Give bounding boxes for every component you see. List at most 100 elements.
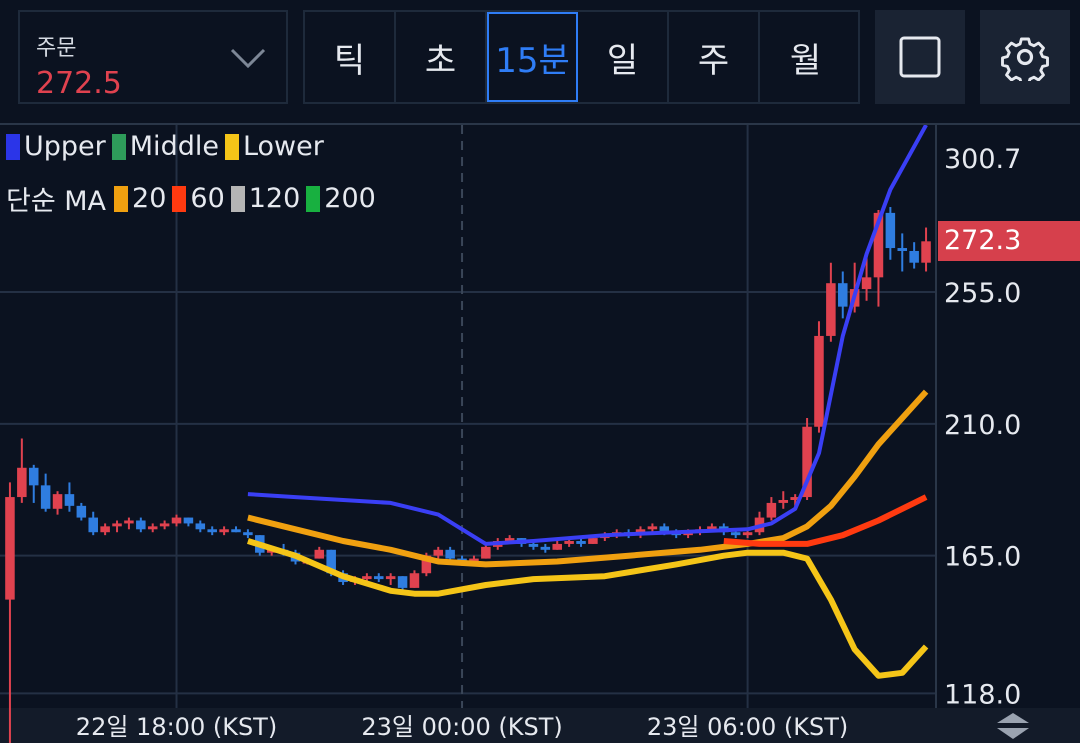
top-toolbar: 주문 272.5 틱 초 15분 일 주 월	[0, 0, 1080, 120]
y-tick-label: 165.0	[944, 542, 1021, 573]
legend-swatch	[224, 133, 239, 160]
legend-label: Middle	[129, 131, 219, 162]
order-price: 272.5	[36, 66, 122, 101]
candle-body	[219, 529, 229, 533]
y-tick-label: 300.7	[944, 144, 1021, 175]
candle-body	[64, 494, 75, 506]
candle-body	[112, 523, 122, 527]
candle-body	[588, 538, 598, 544]
candle-body	[766, 502, 777, 518]
candle-body	[826, 283, 836, 336]
legend-item-middle: Middle	[111, 131, 219, 162]
candle-body	[397, 576, 408, 588]
candle-body	[730, 532, 741, 536]
line-series-lower	[247, 538, 929, 679]
tab-timeframe-1[interactable]: 초	[396, 12, 487, 102]
candle-body	[159, 523, 170, 527]
candle-body	[576, 541, 586, 544]
candle-body	[445, 549, 455, 559]
moving-average-legend: 단순 MA 20 60 120 200	[6, 179, 382, 218]
chevron-down-icon	[230, 48, 266, 69]
candle-body	[814, 335, 824, 427]
legend-item-ma-120: 120	[230, 183, 301, 214]
candle-body	[921, 241, 931, 263]
legend-label: 120	[248, 183, 301, 214]
settings-button[interactable]	[980, 10, 1070, 104]
candle-body	[897, 248, 908, 251]
candle-body	[207, 529, 217, 533]
candle-body	[873, 212, 884, 278]
candle-body	[52, 494, 63, 509]
candle-body	[385, 576, 396, 580]
time-axis: 22일 18:00 (KST) 23일 00:00 (KST) 23일 06:00 …	[76, 713, 848, 741]
legend-item-ma-20: 20	[114, 183, 166, 214]
order-type-dropdown[interactable]: 주문 272.5	[18, 10, 288, 104]
fullscreen-button[interactable]	[875, 10, 965, 104]
candle-body	[314, 549, 325, 559]
candle-body	[838, 283, 848, 307]
legend-item-ma-60: 60	[172, 183, 225, 214]
legend-swatch	[306, 185, 321, 212]
legend-swatch	[172, 185, 187, 212]
candle-body	[171, 517, 182, 524]
candle-body	[421, 555, 432, 574]
candle-body	[469, 558, 479, 562]
candle-body	[195, 523, 206, 530]
candle-body	[88, 517, 98, 533]
candle-body	[802, 426, 812, 498]
legend-item-lower: Lower	[224, 131, 324, 162]
candle-body	[481, 546, 491, 559]
candle-body	[540, 546, 551, 550]
line-series-upper	[247, 125, 928, 546]
candle-body	[790, 497, 800, 500]
gear-icon	[1001, 37, 1049, 81]
candle-body	[183, 517, 194, 524]
indicator-lines	[247, 125, 929, 679]
legend-item-upper: Upper	[6, 131, 106, 162]
timeframe-tabs: 틱 초 15분 일 주 월	[303, 10, 860, 104]
tab-timeframe-4[interactable]: 주	[669, 12, 760, 102]
candle-body	[433, 549, 444, 556]
legend-swatch	[6, 133, 20, 160]
candle-body	[707, 526, 717, 530]
price-chart[interactable]: 300.7 255.0 210.0 165.0 118.0 22일 18:00 (KST…	[0, 125, 1080, 743]
legend-label: Upper	[24, 131, 106, 162]
y-tick-label: 118.0	[944, 679, 1021, 710]
bollinger-legend: Upper Middle Lower	[6, 131, 330, 162]
legend-label: 200	[324, 183, 376, 214]
legend-label: 20	[132, 183, 167, 214]
candle-body	[243, 532, 253, 536]
x-tick-label: 23일 06:00 (KST)	[647, 713, 848, 741]
legend-label: 60	[190, 183, 225, 214]
tab-timeframe-5[interactable]: 월	[789, 40, 822, 81]
order-label: 주문	[36, 36, 77, 61]
line-series-60	[723, 494, 928, 547]
toolbar-divider	[0, 123, 1080, 125]
candle-body	[742, 532, 753, 536]
ma-legend-title: 단순 MA	[6, 186, 107, 217]
candle-body	[409, 573, 420, 588]
legend-swatch	[111, 133, 126, 160]
candle-body	[124, 520, 134, 524]
candle-body	[778, 499, 789, 503]
candle-body	[909, 250, 919, 263]
tab-timeframe-2[interactable]: 15분	[487, 12, 578, 102]
x-tick-label: 22일 18:00 (KST)	[76, 713, 277, 741]
candle-body	[40, 485, 51, 509]
tab-timeframe-3[interactable]: 일	[578, 12, 669, 102]
y-tick-label: 255.0	[944, 278, 1021, 309]
time-axis-band	[0, 708, 1080, 743]
legend-swatch	[230, 185, 245, 212]
candle-body	[885, 212, 896, 249]
current-price-tag: 272.3	[938, 221, 1080, 262]
candle-body	[374, 576, 384, 580]
candle-body	[17, 467, 27, 498]
axis-scale-arrows-icon[interactable]	[995, 711, 1031, 741]
candle-body	[136, 520, 146, 530]
line-series-20	[247, 389, 929, 568]
candle-body	[147, 526, 158, 530]
candle-body	[76, 505, 87, 518]
candle-body	[326, 549, 336, 574]
candle-body	[362, 576, 372, 580]
tab-timeframe-0[interactable]: 틱	[305, 12, 396, 102]
